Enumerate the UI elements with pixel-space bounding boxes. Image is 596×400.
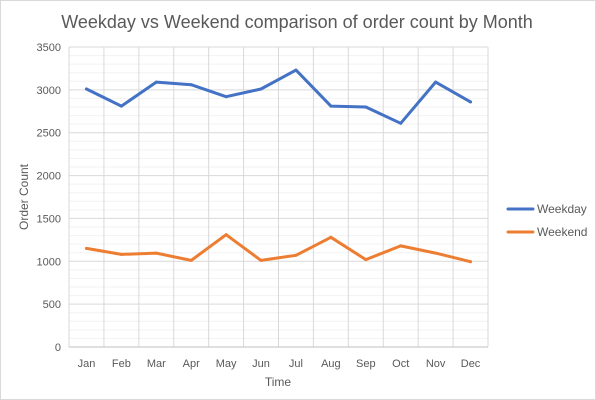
data-point-weekend [119, 252, 123, 256]
x-tick-label: Feb [112, 358, 131, 370]
data-point-weekday [364, 105, 368, 109]
legend: Weekday Weekend [506, 202, 587, 239]
chart-title: Weekday vs Weekend comparison of order c… [61, 12, 533, 32]
data-point-weekend [84, 246, 88, 250]
tick-labels: 0 500 1000 1500 2000 2500 3000 3500 Jan Feb Mar Apr… [37, 42, 481, 370]
x-tick-label: Aug [321, 358, 341, 370]
data-point-weekend [189, 258, 193, 262]
x-tick-label: Sep [356, 358, 376, 370]
y-tick-label: 2000 [37, 171, 61, 183]
y-tick-label: 2500 [37, 128, 61, 140]
data-point-weekday [399, 121, 403, 125]
data-point-weekend [399, 244, 403, 248]
legend-label-weekend: Weekend [537, 225, 587, 239]
data-point-weekday [329, 104, 333, 108]
data-point-weekend [259, 258, 263, 262]
series-line-weekday [85, 68, 472, 125]
y-tick-label: 1000 [37, 256, 61, 268]
data-point-weekday [224, 95, 228, 99]
x-tick-label: Oct [392, 358, 409, 370]
data-point-weekday [434, 80, 438, 84]
x-tick-label: Jul [289, 358, 303, 370]
series-line-weekend [85, 233, 472, 264]
y-tick-label: 3500 [37, 42, 61, 54]
data-point-weekday [84, 87, 88, 91]
grid-lines [68, 46, 489, 348]
legend-label-weekday: Weekday [537, 202, 587, 216]
x-tick-label: Apr [183, 358, 200, 370]
x-tick-label: Dec [461, 358, 481, 370]
x-tick-label: Jan [78, 358, 96, 370]
data-point-weekday [119, 104, 123, 108]
y-tick-label: 0 [55, 342, 61, 354]
data-point-weekday [259, 87, 263, 91]
data-point-weekend [469, 260, 473, 264]
data-point-weekend [434, 251, 438, 255]
data-point-weekday [154, 80, 158, 84]
x-tick-label: Nov [426, 358, 446, 370]
series-lines [84, 68, 473, 264]
y-tick-label: 500 [43, 299, 61, 311]
x-tick-label: Mar [147, 358, 166, 370]
y-tick-label: 1500 [37, 213, 61, 225]
data-point-weekday [189, 83, 193, 87]
data-point-weekend [364, 258, 368, 262]
x-axis-title: Time [265, 375, 292, 389]
data-point-weekend [294, 253, 298, 257]
y-tick-label: 3000 [37, 85, 61, 97]
x-tick-label: Jun [252, 358, 270, 370]
data-point-weekend [154, 251, 158, 255]
data-point-weekday [294, 68, 298, 72]
x-tick-label: May [216, 358, 237, 370]
data-point-weekend [224, 233, 228, 237]
data-point-weekday [469, 100, 473, 104]
data-point-weekend [329, 235, 333, 239]
y-axis-title: Order Count [17, 163, 31, 230]
